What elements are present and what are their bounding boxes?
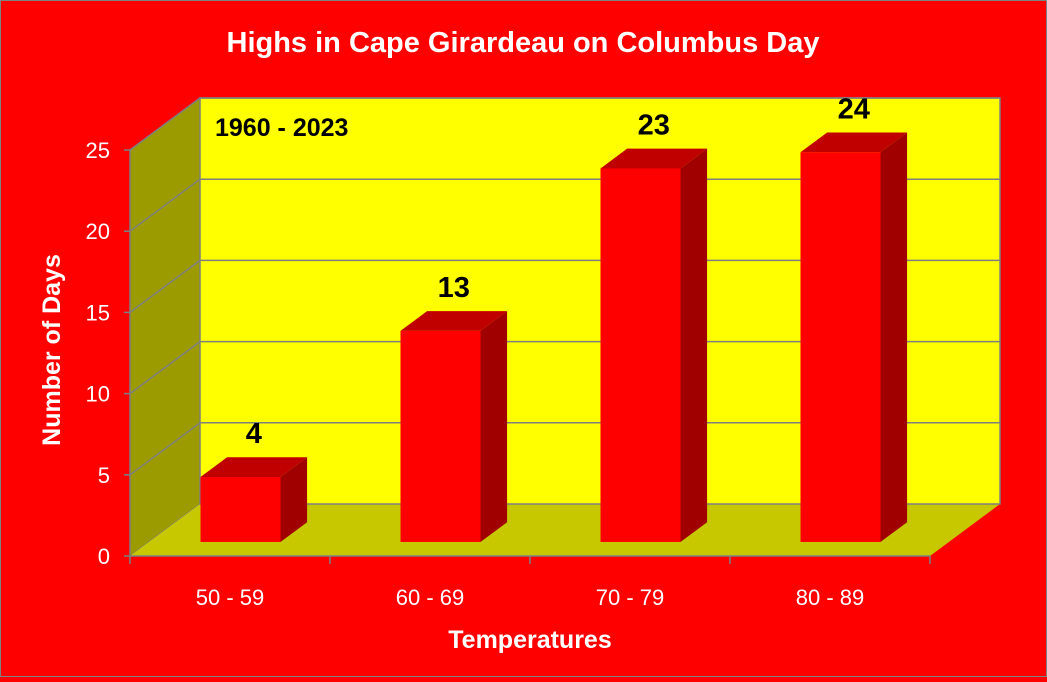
- y-tick-label: 25: [86, 138, 110, 163]
- bar-top: [200, 457, 308, 477]
- y-tick-label: 5: [98, 463, 110, 488]
- side-gridline: [129, 340, 201, 395]
- bar: [400, 330, 481, 542]
- x-tick-label: 60 - 69: [396, 585, 465, 610]
- bar-side: [680, 148, 708, 542]
- x-axis-title: Temperatures: [448, 626, 612, 654]
- y-tick-label: 15: [86, 300, 110, 325]
- floor: [130, 504, 1000, 556]
- y-tick-label: 20: [86, 219, 110, 244]
- data-label: 13: [438, 272, 470, 304]
- bar-side: [880, 132, 908, 542]
- side-wall: [129, 97, 201, 557]
- data-label: 4: [246, 418, 262, 450]
- bar: [200, 477, 281, 542]
- side-gridline: [129, 178, 201, 232]
- bar: [800, 152, 881, 542]
- x-tick-label: 80 - 89: [796, 585, 865, 610]
- x-tick-label: 70 - 79: [596, 585, 665, 610]
- y-tick-label: 0: [98, 544, 110, 569]
- bar-top: [800, 132, 908, 153]
- side-gridline: [129, 97, 201, 151]
- data-label: 23: [638, 110, 670, 142]
- side-gridline: [129, 259, 201, 314]
- data-label: 24: [838, 93, 870, 125]
- bar: [600, 168, 681, 542]
- bars: [200, 132, 908, 542]
- axes: [124, 149, 931, 564]
- y-tick-label: 10: [86, 382, 110, 407]
- side-gridline: [129, 422, 201, 476]
- labels: 0 5 10 15 20 25 4 50 - 59 13 60 - 69 23 70 - 79 24 80…: [86, 93, 870, 610]
- chart-annotation: 1960 - 2023: [215, 114, 348, 142]
- bar-top: [600, 148, 708, 169]
- x-tick-label: 50 - 59: [196, 585, 265, 610]
- bar-side: [280, 457, 308, 542]
- bar-top: [400, 311, 508, 331]
- bar-side: [480, 311, 508, 542]
- y-axis-title: Number of Days: [38, 254, 66, 446]
- chart-title: Highs in Cape Girardeau on Columbus Day: [227, 27, 820, 59]
